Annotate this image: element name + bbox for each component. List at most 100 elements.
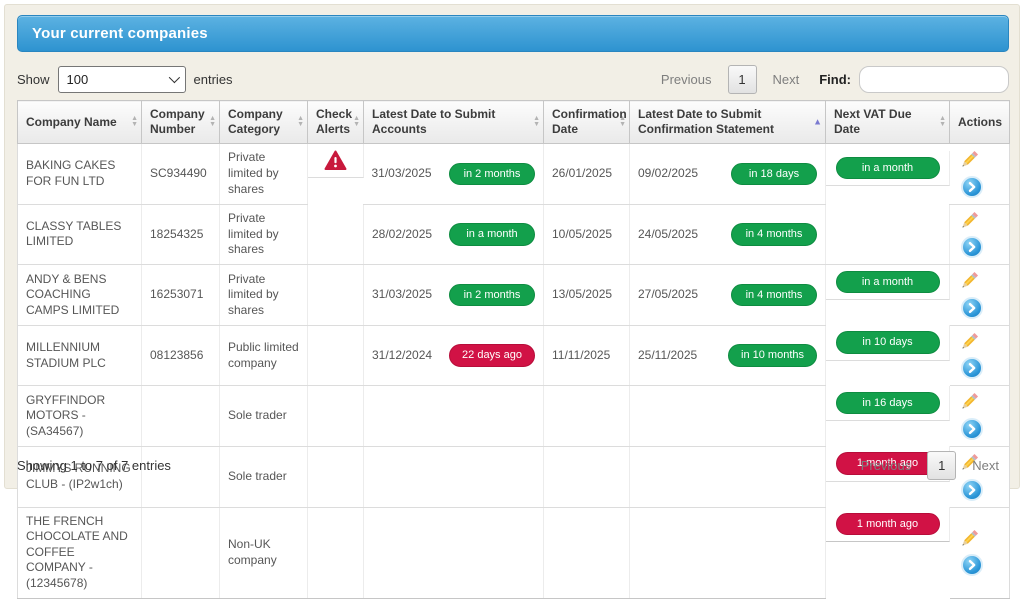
accounts-due-content: 31/03/2025in 2 months xyxy=(372,163,536,185)
accounts-due-cell: 31/03/2025in 2 months xyxy=(364,144,544,205)
vat-due-cell: in a month xyxy=(826,265,950,300)
sort-arrows-icon: ▲▼ xyxy=(131,116,138,128)
accounts-due-content: 31/03/2025 in 2 months xyxy=(372,284,535,306)
warning-triangle-icon[interactable] xyxy=(324,150,347,171)
status-badge: in 18 days xyxy=(731,163,817,185)
statement-due-cell xyxy=(630,386,826,447)
column-header-actions: Actions xyxy=(950,101,1010,144)
sort-arrows-icon: ▲▼ xyxy=(533,116,540,128)
column-header-label: Company Number xyxy=(150,107,205,136)
statement-date: 24/05/2025 xyxy=(638,227,698,243)
confirmation-date-cell: 26/01/2025 xyxy=(544,144,630,205)
column-header-company-category[interactable]: Company Category ▲▼ xyxy=(220,101,308,144)
column-header-next-vat-due-date[interactable]: Next VAT Due Date▲▼ xyxy=(826,101,950,144)
companies-panel: Your current companies Show 100 entries … xyxy=(4,4,1020,489)
edit-pencil-icon[interactable] xyxy=(958,332,979,353)
check-alerts-cell xyxy=(308,386,364,447)
statement-date: 09/02/2025 xyxy=(638,166,698,182)
next-button-bottom[interactable]: Next xyxy=(962,458,1009,473)
edit-pencil-icon[interactable] xyxy=(958,271,979,292)
accounts-date: 28/02/2025 xyxy=(372,227,432,243)
company-number-cell: SC934490 xyxy=(142,144,220,205)
next-button-top[interactable]: Next xyxy=(763,72,810,87)
company-category-cell: Private limited by shares xyxy=(220,144,308,205)
company-name-cell: BAKING CAKES FOR FUN LTD xyxy=(18,144,142,205)
table-row: MILLENNIUM STADIUM PLC08123856Public lim… xyxy=(18,325,1010,386)
view-company-button[interactable] xyxy=(961,418,983,440)
page-number-button-top[interactable]: 1 xyxy=(728,65,757,94)
confirmation-date-cell: 10/05/2025 xyxy=(544,204,630,265)
view-company-button[interactable] xyxy=(961,176,983,198)
column-header-check-alerts[interactable]: Check Alerts▲▼ xyxy=(308,101,364,144)
panel-title-bar: Your current companies xyxy=(17,15,1009,52)
status-badge: in 2 months xyxy=(449,284,535,306)
view-company-button[interactable] xyxy=(961,554,983,576)
sort-arrows-icon: ▲▼ xyxy=(297,116,304,128)
company-name-cell: MILLENNIUM STADIUM PLC xyxy=(18,325,142,386)
page-number-button-bottom[interactable]: 1 xyxy=(927,451,956,480)
companies-table: Company Name▲▼Company Number▲▼Company Ca… xyxy=(17,100,1010,599)
previous-button-bottom[interactable]: Previous xyxy=(851,458,922,473)
statement-due-cell: 09/02/2025 in 18 days xyxy=(630,144,826,205)
vat-due-cell: in a month xyxy=(826,151,950,186)
entries-summary: Showing 1 to 7 of 7 entries xyxy=(17,458,171,473)
table-footer: Showing 1 to 7 of 7 entries Previous 1 N… xyxy=(17,445,1009,485)
status-badge: in 10 months xyxy=(728,344,817,366)
status-badge: in a month xyxy=(836,157,940,179)
find-input[interactable] xyxy=(859,66,1009,93)
table-row: BAKING CAKES FOR FUN LTDSC934490Private … xyxy=(18,144,1010,205)
column-header-latest-date-to-submit-confirmation-statement[interactable]: Latest Date to Submit Confirmation State… xyxy=(630,101,826,144)
view-company-button[interactable] xyxy=(961,357,983,379)
company-category-cell: Sole trader xyxy=(220,386,308,447)
statement-due-content: 24/05/2025 in 4 months xyxy=(638,223,817,245)
accounts-due-content: 28/02/2025in a month xyxy=(372,223,535,245)
edit-pencil-icon[interactable] xyxy=(958,211,979,232)
status-badge: 1 month ago xyxy=(836,513,940,535)
accounts-date: 31/03/2025 xyxy=(372,287,432,303)
edit-pencil-icon[interactable] xyxy=(958,529,979,550)
view-company-button[interactable] xyxy=(961,236,983,258)
column-header-latest-date-to-submit-accounts[interactable]: Latest Date to Submit Accounts▲▼ xyxy=(364,101,544,144)
column-header-confirmation-date[interactable]: Confirmation Date▲▼ xyxy=(544,101,630,144)
sort-arrows-icon: ▲▼ xyxy=(939,116,946,128)
column-header-company-name[interactable]: Company Name▲▼ xyxy=(18,101,142,144)
table-row: ANDY & BENS COACHING CAMPS LIMITED162530… xyxy=(18,265,1010,326)
vat-due-cell: 1 month ago xyxy=(826,507,950,542)
check-alerts-cell xyxy=(308,265,364,326)
column-header-company-number[interactable]: Company Number▲▼ xyxy=(142,101,220,144)
edit-pencil-icon[interactable] xyxy=(958,392,979,413)
statement-due-cell xyxy=(630,507,826,598)
company-category-cell: Public limited company xyxy=(220,325,308,386)
column-header-label: Latest Date to Submit Confirmation State… xyxy=(638,107,774,136)
column-header-label: Check Alerts xyxy=(316,107,352,136)
accounts-due-cell xyxy=(364,386,544,447)
view-company-button[interactable] xyxy=(961,297,983,319)
company-number-cell xyxy=(142,386,220,447)
table-row: CLASSY TABLES LIMITED18254325Private lim… xyxy=(18,204,1010,265)
actions-cell xyxy=(950,265,1010,326)
column-header-label: Company Category xyxy=(228,107,283,136)
accounts-due-cell xyxy=(364,507,544,598)
status-badge: in 4 months xyxy=(731,223,817,245)
vat-due-cell: in 10 days xyxy=(826,325,950,360)
column-header-label: Actions xyxy=(958,115,1002,129)
edit-pencil-icon[interactable] xyxy=(958,150,979,171)
previous-button-top[interactable]: Previous xyxy=(651,72,722,87)
sort-arrows-icon: ▲▼ xyxy=(353,116,360,128)
sort-arrows-icon: ▲▼ xyxy=(619,116,626,128)
accounts-due-cell: 31/03/2025 in 2 months xyxy=(364,265,544,326)
confirmation-date-cell: 13/05/2025 xyxy=(544,265,630,326)
statement-due-cell: 24/05/2025 in 4 months xyxy=(630,204,826,265)
company-category-cell: Private limited by shares xyxy=(220,204,308,265)
confirmation-date-cell: 11/11/2025 xyxy=(544,325,630,386)
table-body: BAKING CAKES FOR FUN LTDSC934490Private … xyxy=(18,144,1010,599)
company-number-cell xyxy=(142,507,220,598)
page-length-select[interactable]: 100 xyxy=(58,66,186,93)
table-row: GRYFFINDOR MOTORS - (SA34567)Sole trader… xyxy=(18,386,1010,447)
show-label: Show xyxy=(17,72,50,87)
vat-due-cell xyxy=(826,204,950,265)
page-title: Your current companies xyxy=(32,25,208,42)
actions-cell xyxy=(950,204,1010,265)
status-badge: in 16 days xyxy=(836,392,940,414)
accounts-due-content: 31/12/202422 days ago xyxy=(372,344,535,366)
